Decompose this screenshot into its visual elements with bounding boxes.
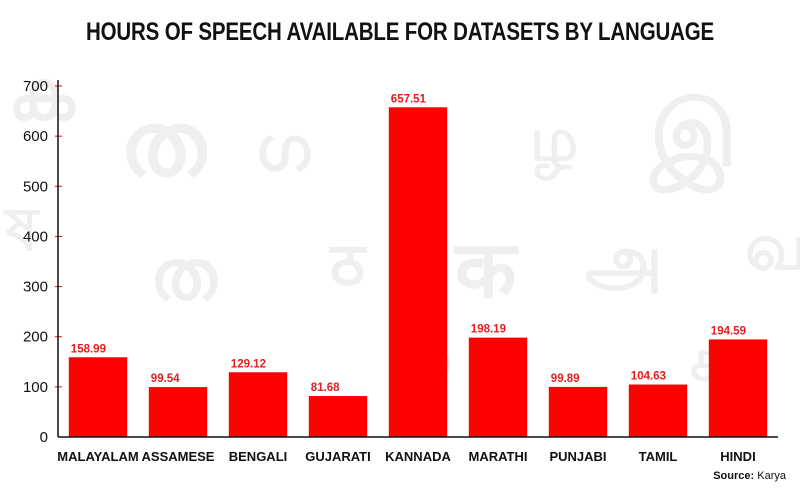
data-label: 657.51 (391, 93, 427, 105)
bg-glyph: ठ (330, 230, 365, 300)
x-tick-label: TAMIL (639, 449, 678, 464)
data-label: 99.89 (551, 373, 580, 385)
bg-glyph: क (455, 223, 517, 316)
bg-glyph: ষ (5, 195, 39, 265)
y-tick-label: 600 (23, 128, 48, 145)
data-label: 81.68 (311, 382, 340, 394)
bg-glyph: இ (650, 82, 738, 187)
bar (68, 357, 128, 437)
y-tick-label: 700 (23, 78, 48, 95)
y-tick-label: 0 (40, 429, 48, 446)
y-tick-label: 400 (23, 228, 48, 245)
x-tick-label: MALAYALAM (57, 449, 138, 464)
data-label: 129.12 (231, 358, 266, 370)
x-tick-label: ASSAMESE (142, 449, 215, 464)
data-label: 99.54 (151, 373, 180, 385)
bg-glyph: ക (8, 54, 75, 136)
source-note: Source: Karya (713, 470, 786, 482)
bg-glyph: வ (745, 210, 800, 285)
y-tick-label: 300 (23, 279, 48, 296)
x-tick-label: MARATHI (469, 449, 528, 464)
y-tick-label: 500 (23, 178, 48, 195)
bar (148, 387, 208, 437)
x-tick-label: PUNJABI (549, 449, 606, 464)
bg-glyph: ത (150, 234, 217, 316)
bar (308, 396, 368, 437)
source-label: Source: (713, 470, 755, 482)
y-tick-label: 100 (23, 379, 48, 396)
x-tick-label: BENGALI (229, 449, 288, 464)
x-tick-label: HINDI (720, 449, 755, 464)
bar (708, 339, 768, 437)
bar (388, 107, 448, 438)
x-tick-label: KANNADA (385, 449, 451, 464)
bar (628, 384, 688, 437)
data-label: 158.99 (71, 343, 106, 355)
bg-glyph: ഗ (255, 115, 310, 185)
bg-glyph: ത (120, 92, 206, 197)
bar (468, 337, 528, 437)
data-label: 198.19 (471, 324, 506, 336)
data-label: 194.59 (711, 325, 746, 337)
y-tick-label: 200 (23, 329, 48, 346)
bar (228, 372, 288, 437)
chart-title: HOURS OF SPEECH AVAILABLE FOR DATASETS B… (85, 18, 715, 46)
x-tick-label: GUJARATI (305, 449, 370, 464)
bar (548, 386, 608, 437)
bg-glyph: ழ (530, 105, 579, 175)
data-label: 104.63 (631, 371, 666, 383)
bg-glyph: அ (585, 219, 663, 301)
source-value: Karya (757, 470, 786, 482)
